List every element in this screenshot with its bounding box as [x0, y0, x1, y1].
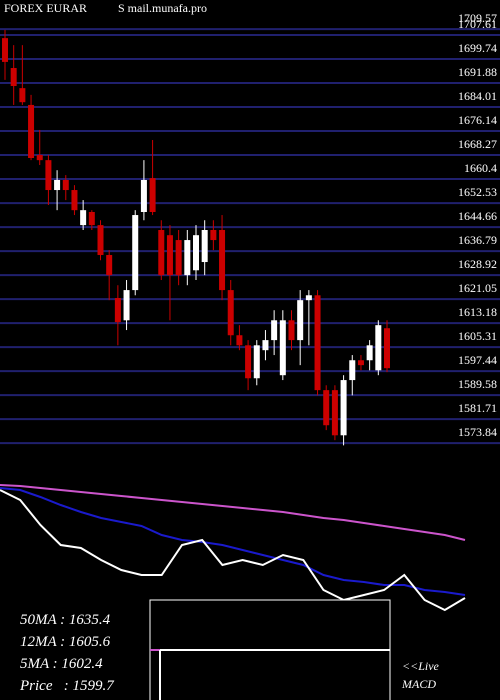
- stat-label: 50MA : 1635.4: [20, 612, 111, 628]
- candle-body: [28, 104, 35, 159]
- y-tick-label: 1709.57: [458, 11, 497, 25]
- live-label: <<Live: [402, 659, 440, 673]
- y-tick-label: 1636.79: [458, 233, 497, 247]
- candle-body: [201, 230, 208, 263]
- y-tick-label: 1589.58: [458, 377, 497, 391]
- y-tick-label: 1699.74: [458, 41, 497, 55]
- candle-body: [314, 295, 321, 391]
- candle-body: [114, 298, 121, 323]
- stat-label: 12MA : 1605.6: [20, 634, 111, 650]
- candle-body: [97, 225, 104, 256]
- candle-body: [80, 210, 87, 226]
- candle-body: [331, 390, 338, 436]
- candle-body: [2, 38, 8, 62]
- candle-body: [166, 235, 173, 276]
- y-tick-label: 1628.92: [458, 257, 497, 271]
- y-tick-label: 1613.18: [458, 305, 497, 319]
- y-tick-label: 1644.66: [458, 209, 497, 223]
- stat-label: Price : 1599.7: [19, 678, 115, 694]
- candle-body: [357, 360, 364, 366]
- candle-body: [227, 290, 234, 336]
- y-tick-label: 1684.01: [458, 89, 497, 103]
- candle-body: [271, 320, 278, 341]
- y-tick-label: 1573.84: [458, 425, 497, 439]
- panel-label: MACD: [401, 677, 436, 691]
- chart-title: FOREX EURAR: [4, 1, 87, 15]
- candle-body: [184, 240, 191, 276]
- y-tick-label: 1597.44: [458, 353, 497, 367]
- candle-body: [62, 179, 69, 191]
- candle-body: [323, 390, 330, 426]
- indicator-line: [0, 489, 466, 612]
- y-tick-label: 1605.31: [458, 329, 497, 343]
- indicator-line: [0, 487, 466, 596]
- y-tick-label: 1691.88: [458, 65, 497, 79]
- candle-body: [262, 340, 269, 351]
- candle-body: [219, 230, 226, 291]
- candle-body: [158, 230, 165, 276]
- candle-body: [236, 335, 243, 346]
- candle-body: [123, 290, 130, 321]
- stat-label: 5MA : 1602.4: [20, 656, 103, 672]
- candle-body: [140, 179, 147, 213]
- candle-body: [210, 230, 217, 241]
- indicator-line: [0, 484, 466, 541]
- candle-body: [297, 300, 304, 341]
- candle-body: [10, 68, 17, 87]
- candle-body: [132, 215, 139, 291]
- y-tick-label: 1652.53: [458, 185, 497, 199]
- candle-body: [175, 240, 182, 276]
- candle-body: [71, 190, 78, 211]
- candle-body: [253, 345, 260, 379]
- y-tick-label: 1660.4: [464, 161, 497, 175]
- candle-body: [279, 320, 286, 376]
- y-tick-label: 1707.61: [458, 17, 497, 31]
- candle-body: [193, 235, 199, 271]
- y-tick-label: 1621.05: [458, 281, 497, 295]
- candle-body: [149, 178, 156, 213]
- y-tick-label: 1581.71: [458, 401, 497, 415]
- candle-body: [366, 345, 373, 361]
- candle-body: [340, 380, 347, 436]
- candle-body: [36, 154, 43, 161]
- y-tick-label: 1668.27: [458, 137, 497, 151]
- candle-body: [305, 295, 312, 301]
- candle-body: [54, 179, 61, 191]
- candle-body: [288, 320, 295, 341]
- candle-body: [45, 160, 52, 191]
- candle-body: [88, 212, 95, 226]
- candle-body: [384, 328, 390, 369]
- candle-body: [106, 255, 113, 276]
- y-tick-label: 1676.14: [458, 113, 497, 127]
- candle-body: [375, 325, 382, 371]
- candle-body: [349, 360, 356, 381]
- candle-body: [245, 345, 252, 379]
- watermark: S mail.munafa.pro: [118, 1, 207, 15]
- candle-body: [19, 88, 26, 103]
